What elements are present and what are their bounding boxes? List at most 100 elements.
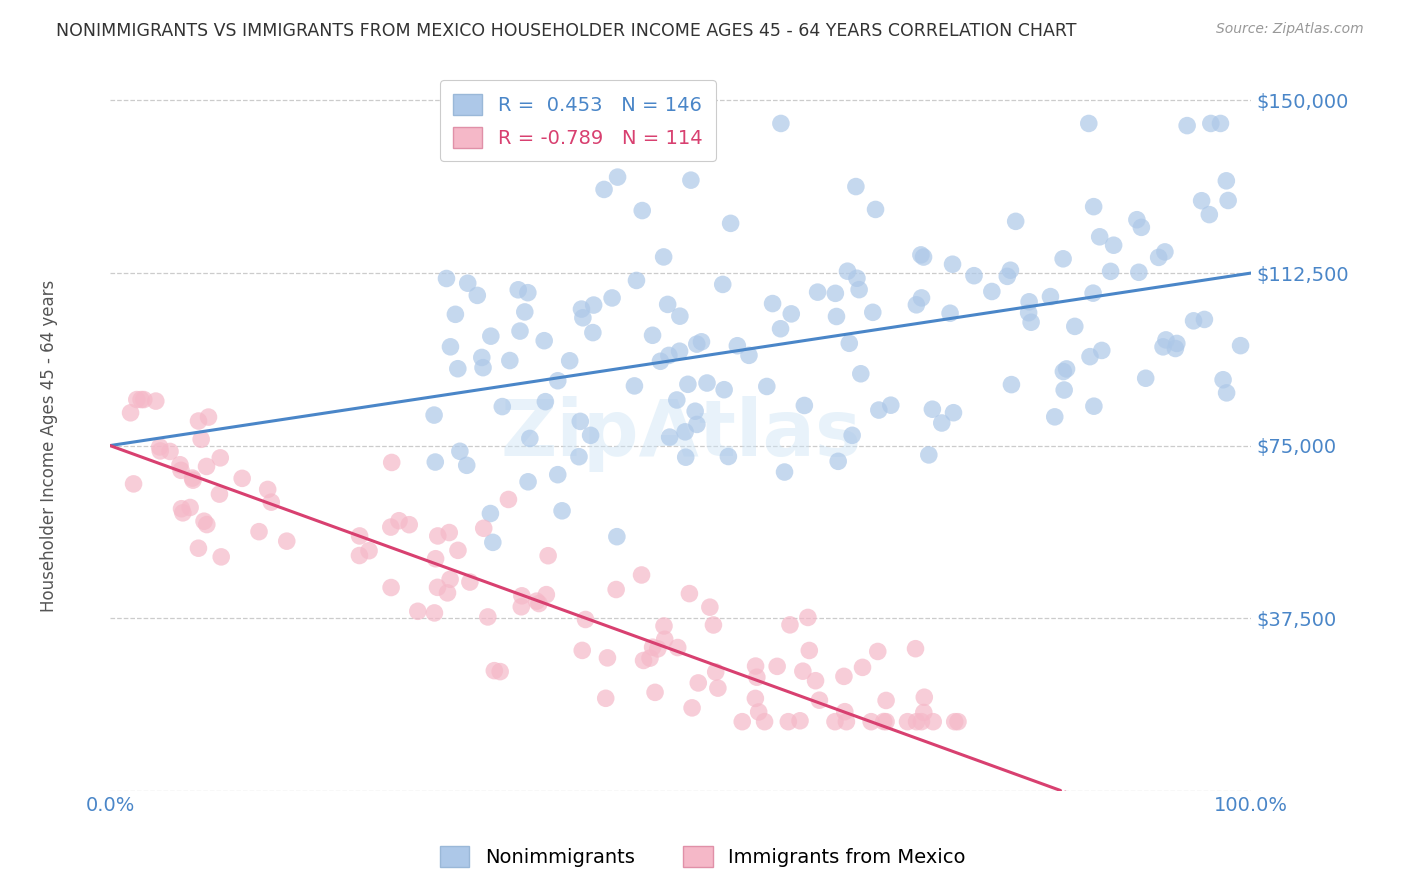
Point <box>1000 263 1022 277</box>
Point <box>848 283 870 297</box>
Point <box>357 543 380 558</box>
Point <box>845 179 868 194</box>
Point <box>666 640 689 655</box>
Point <box>1052 365 1074 379</box>
Point <box>713 383 735 397</box>
Point <box>780 307 803 321</box>
Point <box>825 310 848 324</box>
Point <box>725 339 748 353</box>
Point <box>187 414 209 428</box>
Legend: Nonimmigrants, Immigrants from Mexico: Nonimmigrants, Immigrants from Mexico <box>433 838 973 875</box>
Point <box>761 296 783 310</box>
Point <box>1130 220 1153 235</box>
Point <box>845 271 868 285</box>
Point <box>905 298 928 312</box>
Point <box>699 600 721 615</box>
Point <box>1099 264 1122 278</box>
Point <box>641 328 664 343</box>
Point <box>838 336 860 351</box>
Point <box>1039 290 1062 304</box>
Point <box>472 521 495 535</box>
Point <box>799 643 821 657</box>
Point <box>579 428 602 442</box>
Point <box>170 463 193 477</box>
Point <box>534 394 557 409</box>
Point <box>963 268 986 283</box>
Point <box>943 714 966 729</box>
Point <box>980 285 1002 299</box>
Point <box>704 665 727 679</box>
Point <box>918 448 941 462</box>
Point <box>482 535 505 549</box>
Point <box>868 403 890 417</box>
Point <box>425 551 447 566</box>
Point <box>676 377 699 392</box>
Point <box>444 307 467 321</box>
Point <box>197 410 219 425</box>
Point <box>1164 342 1187 356</box>
Point <box>657 297 679 311</box>
Point <box>807 285 830 300</box>
Point <box>536 588 558 602</box>
Point <box>596 651 619 665</box>
Point <box>769 322 792 336</box>
Point <box>860 714 883 729</box>
Point <box>537 549 560 563</box>
Point <box>388 514 411 528</box>
Point <box>921 402 943 417</box>
Point <box>439 525 461 540</box>
Point <box>398 517 420 532</box>
Point <box>606 530 628 544</box>
Point <box>647 641 669 656</box>
Point <box>458 575 481 590</box>
Point <box>910 714 932 729</box>
Point <box>516 285 538 300</box>
Point <box>172 506 194 520</box>
Point <box>129 392 152 407</box>
Point <box>683 404 706 418</box>
Point <box>509 324 531 338</box>
Point <box>1000 377 1022 392</box>
Point <box>792 664 814 678</box>
Point <box>744 691 766 706</box>
Point <box>1215 385 1237 400</box>
Point <box>626 273 648 287</box>
Point <box>769 116 792 130</box>
Point <box>425 455 447 469</box>
Point <box>125 392 148 407</box>
Point <box>1194 312 1216 326</box>
Point <box>748 705 770 719</box>
Point <box>190 432 212 446</box>
Point <box>349 529 371 543</box>
Point <box>181 473 204 487</box>
Point <box>519 432 541 446</box>
Point <box>912 706 935 720</box>
Point <box>880 398 903 412</box>
Point <box>571 302 593 317</box>
Point <box>754 714 776 729</box>
Point <box>922 714 945 729</box>
Point <box>939 306 962 320</box>
Point <box>159 444 181 458</box>
Point <box>132 392 155 407</box>
Point <box>179 500 201 515</box>
Point <box>510 589 533 603</box>
Point <box>349 549 371 563</box>
Point <box>1078 350 1101 364</box>
Point <box>1209 116 1232 130</box>
Point <box>832 669 855 683</box>
Point <box>605 582 627 597</box>
Point <box>582 326 605 340</box>
Point <box>406 604 429 618</box>
Point <box>1229 338 1251 352</box>
Point <box>910 291 932 305</box>
Point <box>641 640 664 655</box>
Point <box>1215 174 1237 188</box>
Point <box>1191 194 1213 208</box>
Point <box>477 610 499 624</box>
Point <box>824 714 846 729</box>
Point <box>510 599 533 614</box>
Point <box>533 334 555 348</box>
Point <box>423 408 446 422</box>
Point <box>1154 244 1177 259</box>
